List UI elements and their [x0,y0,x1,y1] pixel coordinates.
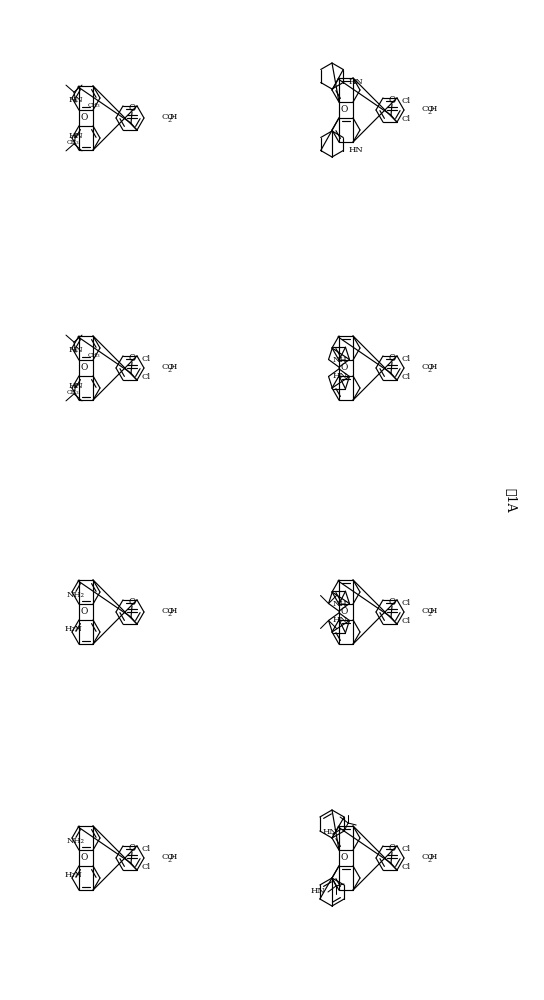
Text: CO: CO [161,113,174,121]
Text: 2: 2 [428,109,432,114]
Text: NH₂: NH₂ [67,591,85,599]
Text: O: O [128,844,135,853]
Text: Cl: Cl [402,599,411,607]
Text: 2: 2 [428,611,432,616]
Text: CO: CO [161,853,174,861]
Text: CO: CO [161,363,174,371]
Text: Cl: Cl [142,373,151,381]
Text: 2: 2 [168,367,172,372]
Text: CH₃: CH₃ [67,390,79,395]
Text: 2: 2 [168,857,172,862]
Text: CO: CO [421,853,434,861]
Text: CO: CO [421,363,434,371]
Text: 2: 2 [168,117,172,122]
Text: O: O [128,104,135,113]
Text: 2: 2 [428,367,432,372]
Text: H₂N: H₂N [65,871,83,879]
Text: O: O [128,354,135,363]
Text: H: H [170,113,177,121]
Text: Cl: Cl [402,115,411,123]
Text: H: H [170,607,177,615]
Text: Cl: Cl [142,845,151,853]
Text: H: H [430,105,437,113]
Text: O: O [341,607,348,616]
Text: HN: HN [69,382,83,390]
Text: O: O [128,598,135,607]
Text: 2: 2 [428,857,432,862]
Text: CO: CO [161,607,174,615]
Text: Cl: Cl [142,863,151,871]
Text: Cl: Cl [402,863,411,871]
Text: HN: HN [332,372,348,380]
Text: CO: CO [421,607,434,615]
Text: Cl: Cl [402,845,411,853]
Text: Cl: Cl [402,617,411,625]
Text: CH₃: CH₃ [88,103,100,108]
Text: HN: HN [311,887,325,895]
Text: O: O [341,105,348,114]
Text: HN: HN [348,146,363,154]
Text: HN: HN [69,132,83,140]
Text: Cl: Cl [402,97,411,105]
Text: O: O [388,96,395,105]
Text: Cl: Cl [402,373,411,381]
Text: O: O [81,113,88,122]
Text: CH₃: CH₃ [67,140,79,145]
Text: O: O [341,854,348,862]
Text: O: O [388,598,395,607]
Text: HN: HN [332,616,348,624]
Text: CO: CO [421,105,434,113]
Text: O: O [388,844,395,853]
Text: O: O [81,854,88,862]
Text: NH₂: NH₂ [67,837,85,845]
Text: 2: 2 [168,611,172,616]
Text: H: H [170,363,177,371]
Text: HN: HN [69,346,83,354]
Text: O: O [341,363,348,372]
Text: H: H [430,363,437,371]
Text: HN: HN [69,96,83,104]
Text: H₂N: H₂N [65,625,83,633]
Text: O: O [81,607,88,616]
Text: H: H [170,853,177,861]
Text: CH₃: CH₃ [88,353,100,358]
Text: NH: NH [332,600,348,608]
Text: H: H [430,607,437,615]
Text: O: O [388,354,395,363]
Text: Cl: Cl [402,355,411,363]
Text: HN: HN [323,828,337,836]
Text: H: H [430,853,437,861]
Text: O: O [81,363,88,372]
Text: HN: HN [348,79,363,87]
Text: Cl: Cl [142,355,151,363]
Text: 图1A: 图1A [504,488,516,512]
Text: NH: NH [332,356,348,364]
